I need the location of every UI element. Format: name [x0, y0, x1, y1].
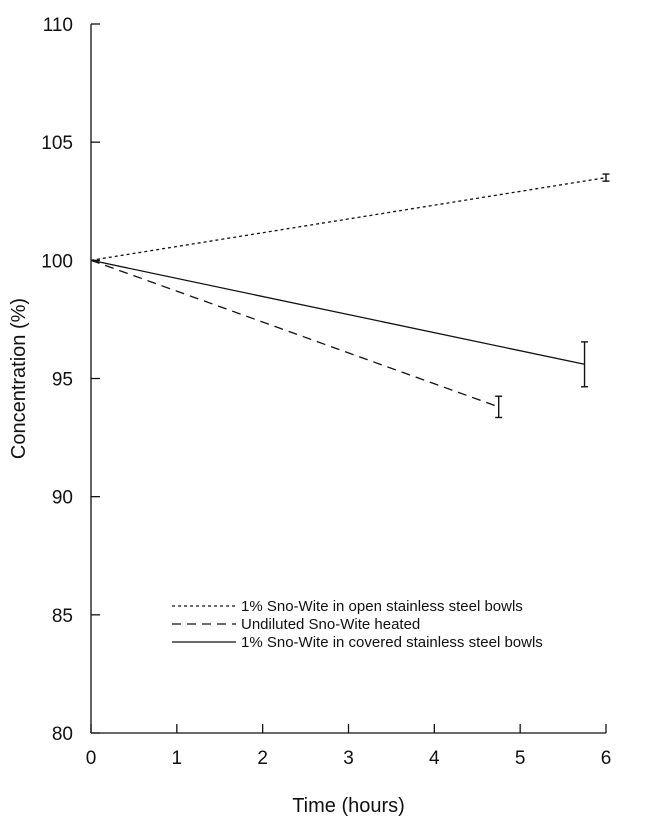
series-line	[90, 259, 499, 408]
legend: 1% Sno-Wite in open stainless steel bowl…	[172, 598, 543, 651]
series-line	[90, 259, 585, 365]
y-tick-label: 95	[52, 370, 73, 391]
x-tick-label: 1	[172, 748, 183, 769]
x-tick-label: 4	[429, 748, 440, 769]
y-tick-label: 110	[43, 15, 73, 36]
x-tick-label: 6	[601, 748, 612, 769]
y-tick-label: 85	[52, 606, 73, 627]
x-axis-title: Time (hours)	[292, 795, 405, 817]
y-axis-ticks: 80 85 90 95 100 105 110	[41, 15, 100, 745]
series-layer	[90, 173, 610, 419]
y-axis-title: Concentration (%)	[8, 298, 30, 459]
legend-label: 1% Sno-Wite in open stainless steel bowl…	[241, 598, 523, 615]
y-tick-label: 105	[41, 133, 73, 154]
x-tick-label: 2	[257, 748, 268, 769]
x-tick-label: 3	[343, 748, 354, 769]
x-tick-label: 0	[86, 748, 97, 769]
legend-label: Undiluted Sno-Wite heated	[241, 616, 420, 633]
legend-label: 1% Sno-Wite in covered stainless steel b…	[241, 634, 543, 651]
y-tick-label: 90	[52, 488, 73, 509]
series-line	[90, 176, 607, 261]
y-tick-label: 80	[52, 724, 73, 745]
y-tick-label: 100	[41, 251, 73, 272]
x-tick-label: 5	[515, 748, 526, 769]
x-axis-ticks: 0 1 2 3 4 5 6	[86, 724, 612, 769]
